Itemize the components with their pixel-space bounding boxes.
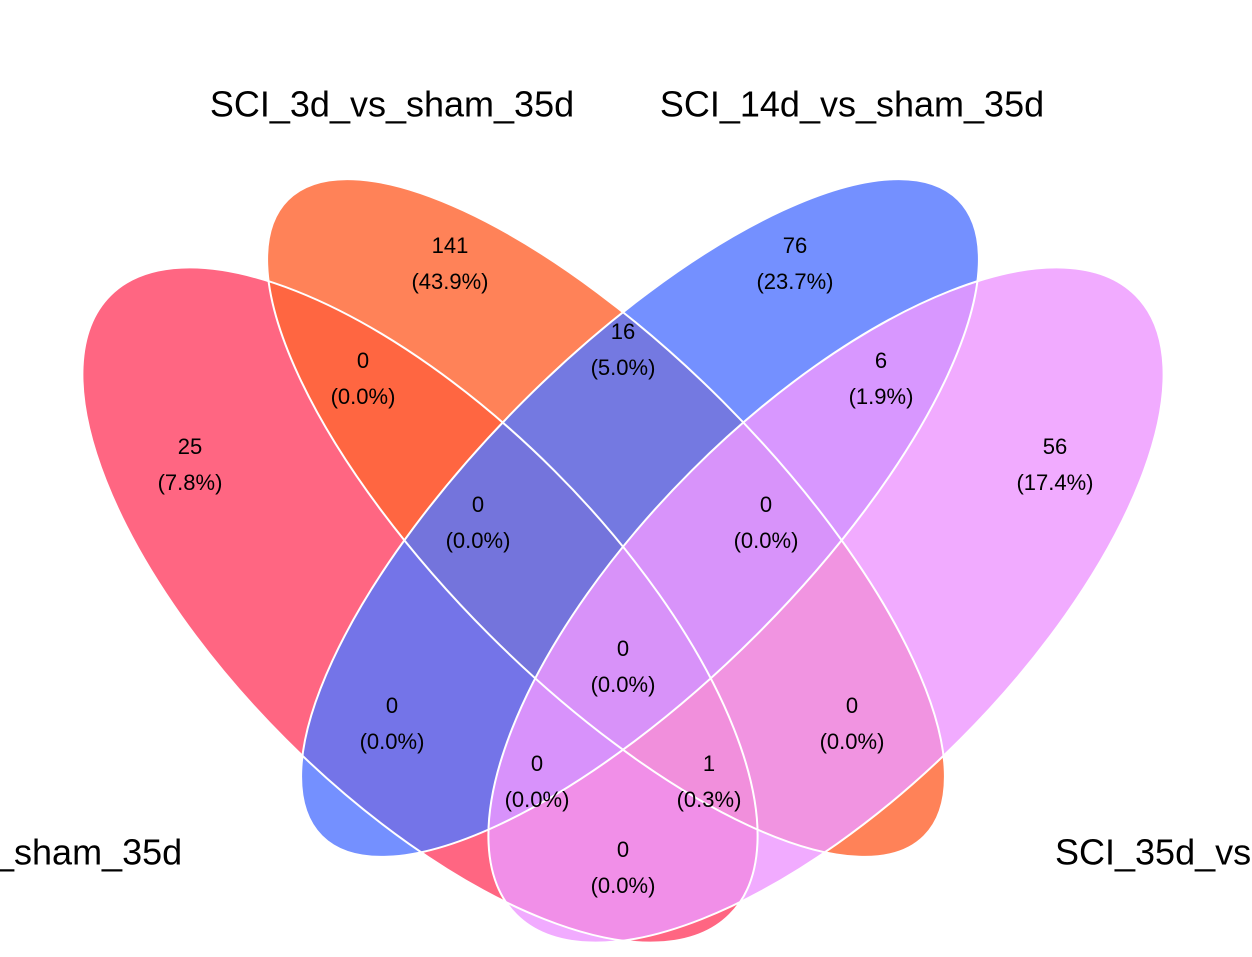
- region-count: 0: [617, 837, 629, 862]
- set-label: SCI_3d_vs_sham_35d: [210, 84, 574, 125]
- region-percent: (0.3%): [677, 787, 742, 812]
- set-outline: [81, 266, 759, 944]
- region-percent: (17.4%): [1016, 470, 1093, 495]
- region-count: 56: [1043, 434, 1067, 459]
- set-outline: [266, 178, 946, 858]
- set-label: SCI_35d_vs: [1055, 832, 1251, 873]
- region-count: 0: [760, 492, 772, 517]
- region-percent: (0.0%): [360, 729, 425, 754]
- region-count: 0: [617, 636, 629, 661]
- region-count: 0: [386, 693, 398, 718]
- region-percent: (0.0%): [734, 528, 799, 553]
- region-percent: (0.0%): [446, 528, 511, 553]
- region-percent: (0.0%): [591, 672, 656, 697]
- region-count: 0: [472, 492, 484, 517]
- region-count: 0: [846, 693, 858, 718]
- set-outline: [487, 266, 1165, 944]
- set-ellipse: [301, 179, 979, 857]
- region-count: 0: [357, 348, 369, 373]
- region-percent: (1.9%): [849, 384, 914, 409]
- set-label: _sham_35d: [0, 832, 182, 873]
- region-percent: (43.9%): [411, 269, 488, 294]
- set-label: SCI_14d_vs_sham_35d: [660, 84, 1044, 125]
- region-percent: (0.0%): [820, 729, 885, 754]
- region-percent: (5.0%): [591, 355, 656, 380]
- region-count: 141: [432, 233, 469, 258]
- region-count: 0: [531, 751, 543, 776]
- set-outline: [300, 178, 980, 858]
- region-percent: (0.0%): [591, 873, 656, 898]
- region-count: 76: [783, 233, 807, 258]
- region-percent: (0.0%): [505, 787, 570, 812]
- region-count: 6: [875, 348, 887, 373]
- region-count: 16: [611, 319, 635, 344]
- region-percent: (23.7%): [756, 269, 833, 294]
- region-count: 1: [703, 751, 715, 776]
- region-percent: (7.8%): [158, 470, 223, 495]
- region-percent: (0.0%): [331, 384, 396, 409]
- region-count: 25: [178, 434, 202, 459]
